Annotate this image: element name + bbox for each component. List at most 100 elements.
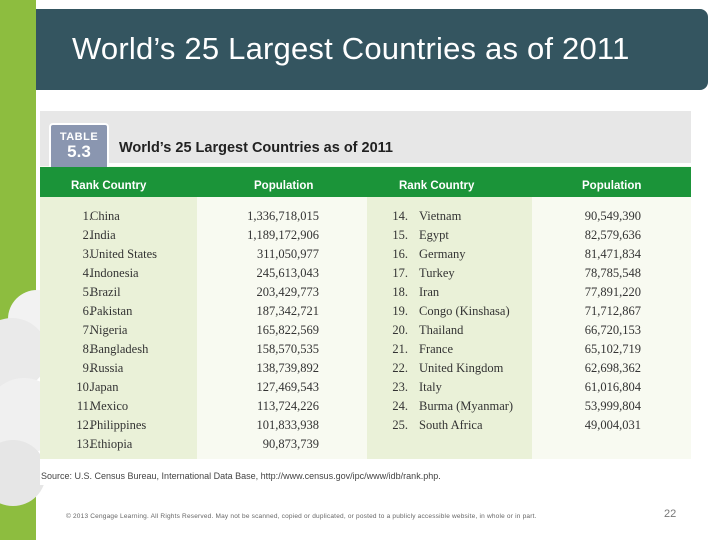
- population-cell: 127,469,543: [256, 380, 320, 394]
- rank-cell: 9.: [82, 361, 92, 375]
- table-row: 7. Nigeria 165,822,569 20. Thailand 66,720,15…: [40, 323, 691, 342]
- country-cell: Japan: [90, 380, 119, 394]
- table-title: World’s 25 Largest Countries as of 2011: [119, 140, 393, 156]
- copyright-footer: © 2013 Cengage Learning. All Rights Rese…: [66, 513, 537, 520]
- population-cell: 187,342,721: [256, 304, 320, 318]
- population-cell: 71,712,867: [584, 304, 641, 318]
- table-badge-word: TABLE: [59, 131, 99, 143]
- rank-cell: 22.: [392, 361, 408, 375]
- rank-cell: 10.: [76, 380, 92, 394]
- population-cell: 158,570,535: [256, 342, 320, 356]
- page-number: 22: [664, 508, 677, 520]
- country-cell: Egypt: [419, 228, 449, 242]
- country-cell: South Africa: [419, 418, 483, 432]
- rank-cell: 23.: [392, 380, 408, 394]
- population-cell: 311,050,977: [256, 247, 319, 261]
- rank-cell: 17.: [392, 266, 408, 280]
- rank-cell: 1.: [82, 209, 92, 223]
- population-cell: 245,613,043: [256, 266, 320, 280]
- column-headers: Rank Country Population Rank Country Pop…: [40, 167, 691, 197]
- column-stripe: [532, 197, 691, 459]
- table-source: Source: U.S. Census Bureau, Internationa…: [40, 459, 691, 485]
- table-row: 9. Russia 138,739,892 22. United Kingdom 62,6…: [40, 361, 691, 380]
- population-cell: 77,891,220: [584, 285, 641, 299]
- population-cell: 61,016,804: [584, 380, 641, 394]
- table-badge: TABLE 5.3: [49, 123, 109, 171]
- country-cell: China: [90, 209, 120, 223]
- slide-title-bar: World’s 25 Largest Countries as of 2011: [36, 9, 708, 90]
- slide-title: World’s 25 Largest Countries as of 2011: [72, 31, 630, 66]
- header-rank-country-left: Rank Country: [71, 180, 147, 192]
- rank-cell: 2.: [82, 228, 92, 242]
- population-cell: 78,785,548: [584, 266, 641, 280]
- rank-cell: 19.: [392, 304, 408, 318]
- rank-cell: 12.: [76, 418, 92, 432]
- country-cell: Congo (Kinshasa): [419, 304, 510, 318]
- table-row: 12. Philippines 101,833,938 25. South Africa…: [40, 418, 691, 437]
- country-cell: United Kingdom: [419, 361, 504, 375]
- population-table: TABLE 5.3 World’s 25 Largest Countries a…: [40, 111, 691, 485]
- country-cell: Vietnam: [419, 209, 462, 223]
- rank-cell: 13.: [76, 437, 92, 451]
- rank-cell: 5.: [82, 285, 92, 299]
- table-row: 11. Mexico 113,724,226 24. Burma (Myanmar) 53…: [40, 399, 691, 418]
- column-stripe: [197, 197, 367, 459]
- rank-cell: 20.: [392, 323, 408, 337]
- header-rank-country-right: Rank Country: [399, 180, 475, 192]
- country-cell: India: [90, 228, 116, 242]
- population-cell: 165,822,569: [256, 323, 320, 337]
- country-cell: Russia: [90, 361, 124, 375]
- country-cell: Pakistan: [90, 304, 133, 318]
- column-stripe: [40, 197, 197, 459]
- country-cell: United States: [90, 247, 158, 261]
- rank-cell: 24.: [392, 399, 408, 413]
- rank-cell: 21.: [392, 342, 408, 356]
- rank-cell: 3.: [82, 247, 92, 261]
- population-cell: 1,189,172,906: [247, 228, 319, 242]
- population-cell: 113,724,226: [256, 399, 319, 413]
- table-row: 8. Bangladesh 158,570,535 21. France 65,102,7…: [40, 342, 691, 361]
- table-row: 2. India 1,189,172,906 15. Egypt 82,579,636: [40, 228, 691, 247]
- country-cell: France: [419, 342, 454, 356]
- population-cell: 81,471,834: [584, 247, 641, 261]
- country-cell: Nigeria: [90, 323, 128, 337]
- rank-cell: 16.: [392, 247, 408, 261]
- population-cell: 53,999,804: [584, 399, 641, 413]
- population-cell: 65,102,719: [584, 342, 641, 356]
- country-cell: Indonesia: [90, 266, 139, 280]
- country-cell: Bangladesh: [90, 342, 149, 356]
- population-cell: 49,004,031: [584, 418, 641, 432]
- country-cell: Turkey: [419, 266, 455, 280]
- header-population-left: Population: [254, 180, 314, 192]
- table-row: 1. China 1,336,718,015 14. Vietnam 90,549,390: [40, 209, 691, 228]
- header-population-right: Population: [582, 180, 642, 192]
- rank-cell: 7.: [82, 323, 92, 337]
- table-row: 3. United States 311,050,977 16. Germany 81,4…: [40, 247, 691, 266]
- rank-cell: 11.: [76, 399, 92, 413]
- country-cell: Italy: [419, 380, 442, 394]
- country-cell: Mexico: [90, 399, 129, 413]
- country-cell: Philippines: [90, 418, 147, 432]
- country-cell: Ethiopia: [90, 437, 133, 451]
- table-row: 13. Ethiopia 90,873,739: [40, 437, 691, 456]
- table-badge-number: 5.3: [67, 142, 91, 161]
- table-row: 4. Indonesia 245,613,043 17. Turkey 78,785,54…: [40, 266, 691, 285]
- population-cell: 90,873,739: [262, 437, 319, 451]
- table-row: 5. Brazil 203,429,773 18. Iran 77,891,220: [40, 285, 691, 304]
- rank-cell: 8.: [82, 342, 92, 356]
- country-cell: Burma (Myanmar): [419, 399, 514, 413]
- table-body: 1. China 1,336,718,015 14. Vietnam 90,549,390…: [40, 197, 691, 459]
- table-row: 6. Pakistan 187,342,721 19. Congo (Kinshasa)…: [40, 304, 691, 323]
- country-cell: Brazil: [90, 285, 121, 299]
- rank-cell: 15.: [392, 228, 408, 242]
- table-row: 10. Japan 127,469,543 23. Italy 61,016,804: [40, 380, 691, 399]
- rank-cell: 14.: [392, 209, 408, 223]
- country-cell: Iran: [419, 285, 440, 299]
- country-cell: Thailand: [419, 323, 464, 337]
- rank-cell: 18.: [392, 285, 408, 299]
- column-stripe: [367, 197, 532, 459]
- population-cell: 101,833,938: [256, 418, 320, 432]
- population-cell: 203,429,773: [256, 285, 320, 299]
- population-cell: 90,549,390: [584, 209, 641, 223]
- table-header: TABLE 5.3 World’s 25 Largest Countries a…: [40, 111, 691, 171]
